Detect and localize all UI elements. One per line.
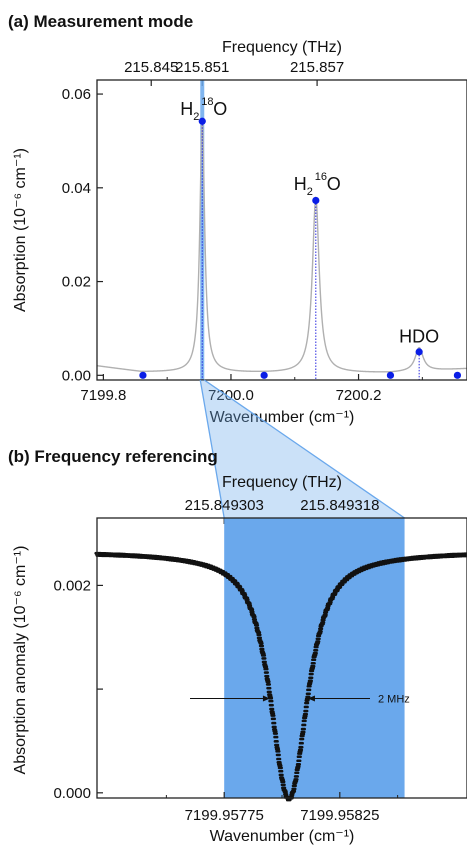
y-tick-label: 0.00	[62, 367, 91, 384]
y-tick-label: 0.000	[53, 785, 91, 802]
panel-b-x-ticks: 7199.95775 7199.95825	[165, 792, 399, 824]
x-tick-label: 7199.8	[80, 387, 126, 404]
connector-right	[203, 379, 405, 519]
panel-a-x-ticks: 7199.8 7200.0 7200.2	[80, 374, 423, 404]
zoom-connectors	[199, 379, 405, 519]
data-marker-1	[139, 371, 147, 379]
data-marker-2	[198, 117, 206, 125]
x-tick-label: 7199.95825	[300, 807, 379, 824]
panel-b-label: (b) Frequency referencing	[8, 447, 218, 466]
connector-left	[199, 379, 225, 519]
data-marker-7	[453, 371, 462, 379]
panel-a-y-axis-title: Absorption (10⁻⁶ cm⁻¹)	[12, 148, 29, 312]
top-tick-label: 215.849318	[300, 497, 379, 514]
panel-a-frame	[96, 79, 467, 381]
x-tick-label: 7200.2	[336, 387, 382, 404]
panel-b-top-ticks: 215.849303 215.849318	[185, 497, 379, 524]
data-marker-6	[415, 348, 423, 356]
top-tick-label: 215.849303	[185, 497, 264, 514]
panel-b-y-axis-title: Absorption anomaly (10⁻⁶ cm⁻¹)	[12, 546, 29, 775]
annotation-left-arrowhead	[262, 695, 270, 702]
y-tick-label: 0.04	[62, 180, 91, 197]
spectrum-line	[96, 118, 467, 373]
top-tick-label: 215.857	[290, 59, 344, 76]
x-tick-label: 7199.95775	[185, 807, 264, 824]
annotation-right-arrowhead	[307, 695, 315, 702]
panel-a-plot	[96, 117, 467, 380]
panel-b-x-axis-title: Wavenumber (cm⁻¹)	[210, 828, 355, 845]
panel-a-label: (a) Measurement mode	[8, 12, 193, 31]
y-tick-label: 0.02	[62, 274, 91, 291]
top-tick-label: 215.845	[124, 59, 178, 76]
panel-a-top-axis-title: Frequency (THz)	[222, 39, 342, 56]
panel-a-y-ticks: 0.00 0.02 0.04 0.06	[62, 86, 103, 384]
peak-label-superscript: 18	[201, 96, 213, 108]
top-tick-label: 215.851	[175, 59, 229, 76]
peak-label-h: H	[294, 174, 307, 194]
panel-b-linewidth-annotation: 2 MHz	[190, 693, 410, 705]
y-tick-label: 0.002	[53, 577, 91, 594]
panel-a-x-axis-title: Wavenumber (cm⁻¹)	[210, 409, 355, 426]
data-marker-4	[312, 196, 320, 205]
peak-label-subscript: 2	[307, 186, 313, 198]
data-marker-5	[386, 371, 395, 379]
panel-b-top-axis-title: Frequency (THz)	[222, 474, 342, 491]
peak-label-o: O	[213, 99, 227, 119]
y-tick-label: 0.06	[62, 86, 91, 103]
peak-label-o: O	[327, 174, 341, 194]
peak-label-h: H	[180, 99, 193, 119]
annotation-label: 2 MHz	[378, 693, 410, 705]
data-marker-3	[260, 371, 268, 379]
peak-label-subscript: 2	[193, 111, 199, 123]
panel-b-y-ticks: 0.000 0.002	[53, 577, 103, 802]
peak-label-hdo: HDO	[399, 327, 439, 347]
peak-label-superscript: 16	[315, 171, 327, 183]
